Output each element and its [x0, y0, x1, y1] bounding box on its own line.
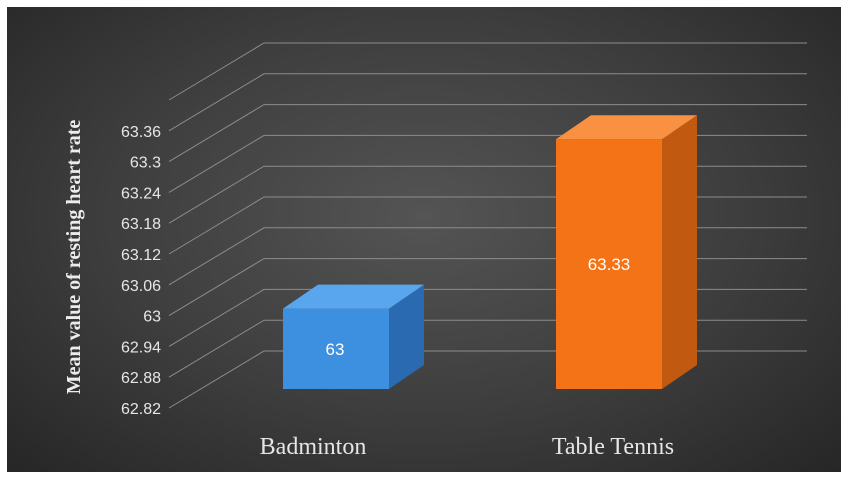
data-label: 63	[326, 340, 345, 359]
y-tick-label: 63.3	[130, 155, 161, 172]
gridline	[168, 227, 807, 286]
y-tick-label: 62.94	[121, 339, 161, 356]
gridline	[168, 104, 807, 163]
data-label: 63.33	[588, 255, 631, 274]
y-axis-ticks: 62.82 62.88 62.94 63 63.06 63.12 63.18 63.24 63.…	[121, 124, 161, 418]
gridlines	[168, 42, 807, 409]
y-tick-label: 63.06	[121, 278, 161, 295]
bar-side-face	[389, 284, 424, 389]
bar-side-face	[662, 115, 697, 389]
gridline	[168, 165, 807, 224]
gridline	[168, 42, 807, 101]
gridline	[168, 73, 807, 132]
bar-top-face	[556, 115, 697, 140]
gridline	[168, 319, 807, 378]
y-tick-label: 63	[143, 309, 161, 326]
x-axis-categories: Badminton Table Tennis	[260, 434, 674, 460]
gridline	[168, 196, 807, 255]
bar-front-face	[283, 308, 389, 389]
y-axis-title: Mean value of resting heart rate	[63, 120, 85, 395]
bar-badminton: 63	[283, 284, 424, 389]
bar-table-tennis: 63.33	[556, 115, 697, 389]
bar-top-face	[283, 284, 424, 309]
y-tick-label: 63.36	[121, 124, 161, 141]
y-tick-label: 63.18	[121, 216, 161, 233]
gridline	[168, 350, 807, 409]
y-tick-label: 63.12	[121, 247, 161, 264]
x-category-label: Table Tennis	[552, 434, 674, 460]
y-tick-label: 62.88	[121, 370, 161, 387]
gridline	[168, 258, 807, 317]
gridline	[168, 288, 807, 347]
gridline	[168, 134, 807, 193]
bars: 63 63.33	[283, 115, 697, 389]
bar-chart: 62.82 62.88 62.94 63 63.06 63.12 63.18 63.24 63.…	[63, 42, 807, 460]
x-category-label: Badminton	[260, 434, 367, 460]
y-tick-label: 63.24	[121, 185, 161, 202]
bar-front-face	[556, 139, 662, 389]
chart-area: 62.82 62.88 62.94 63 63.06 63.12 63.18 63.24 63.…	[7, 7, 841, 472]
y-tick-label: 62.82	[121, 401, 161, 418]
